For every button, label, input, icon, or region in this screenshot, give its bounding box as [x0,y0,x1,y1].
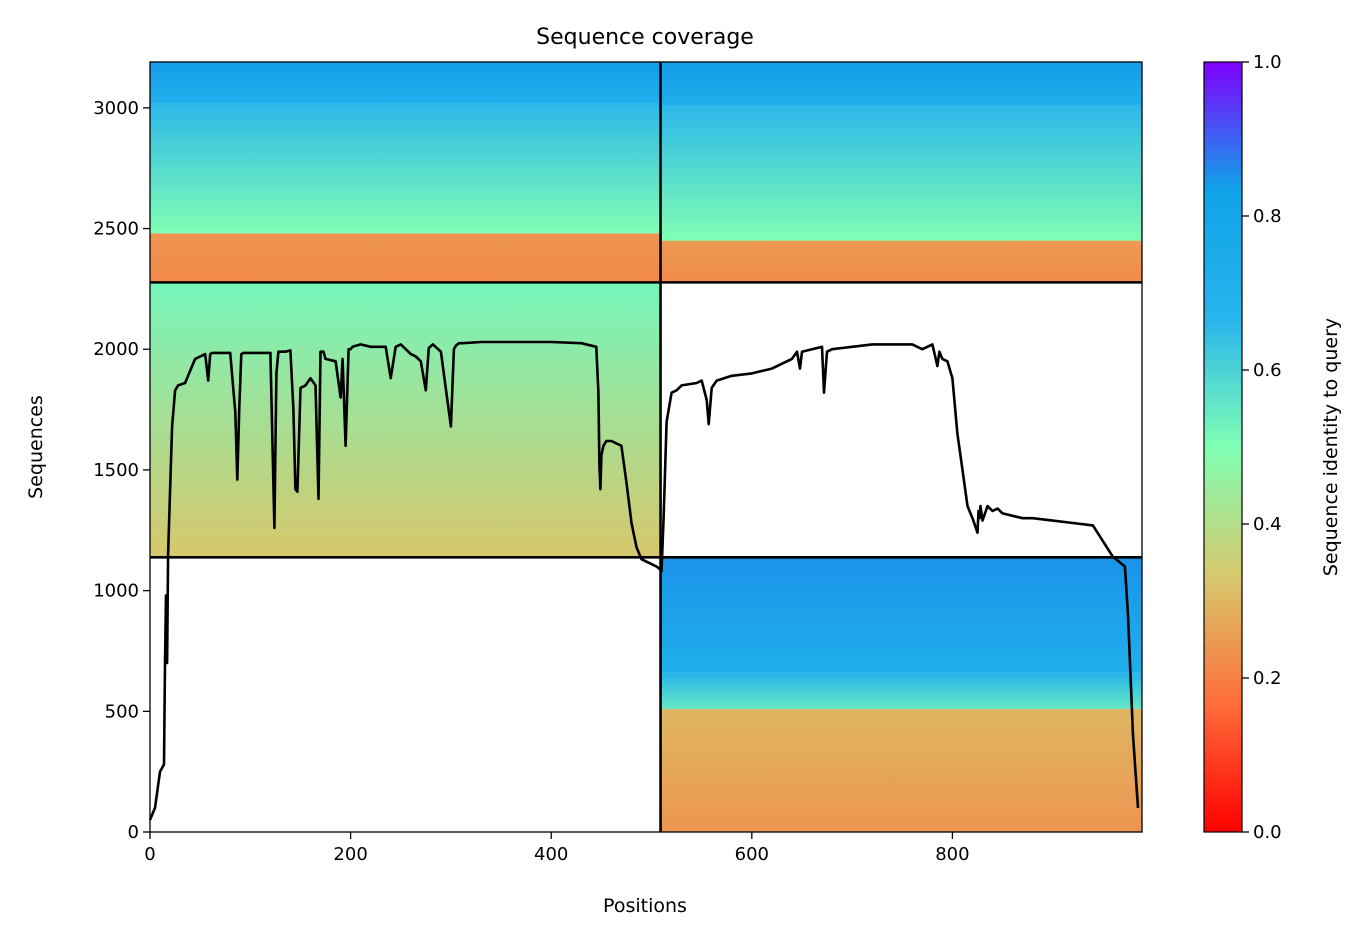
x-tick-label: 400 [534,844,568,865]
identity-band [660,105,1142,241]
colorbar-tick-label: 0.8 [1253,206,1282,227]
colorbar-tick-label: 0.0 [1253,822,1282,843]
y-tick-label: 3000 [93,98,139,119]
y-tick-label: 2500 [93,219,139,240]
colorbar-tick-label: 0.6 [1253,360,1282,381]
colorbar-label: Sequence identity to query [1320,318,1342,576]
colorbar-tick-label: 1.0 [1253,52,1282,73]
identity-band [150,233,661,283]
identity-band [660,62,1142,106]
chart-title: Sequence coverage [536,25,754,50]
x-axis: 0 200 400 600 800 [144,832,970,865]
coverage-line [148,340,1140,821]
identity-band [150,62,661,104]
x-tick-label: 600 [735,844,769,865]
identity-band [660,672,1142,709]
identity-band [660,240,1142,283]
x-tick-label: 200 [333,844,367,865]
colorbar-tick-label: 0.2 [1253,668,1282,689]
identity-band [150,103,661,234]
x-tick-label: 800 [935,844,969,865]
y-tick-label: 500 [105,701,139,722]
identity-band [150,282,661,558]
identity-band [660,708,1142,832]
y-tick-label: 0 [128,822,139,843]
plot-frame [149,61,1143,833]
y-axis-label: Sequences [25,395,47,499]
block-dividers [150,62,1142,832]
y-tick-label: 2000 [93,339,139,360]
colorbar-axis: 0.0 0.2 0.4 0.6 0.8 1.0 [1242,52,1282,843]
colorbar [1203,61,1243,833]
coverage-heatmap [150,62,1142,832]
y-tick-label: 1500 [93,460,139,481]
x-axis-label: Positions [603,895,687,917]
identity-band [660,557,1142,673]
x-tick-label: 0 [144,844,155,865]
colorbar-tick-label: 0.4 [1253,514,1282,535]
y-axis: 0 500 1000 1500 2000 2500 3000 [93,98,150,843]
y-tick-label: 1000 [93,581,139,602]
